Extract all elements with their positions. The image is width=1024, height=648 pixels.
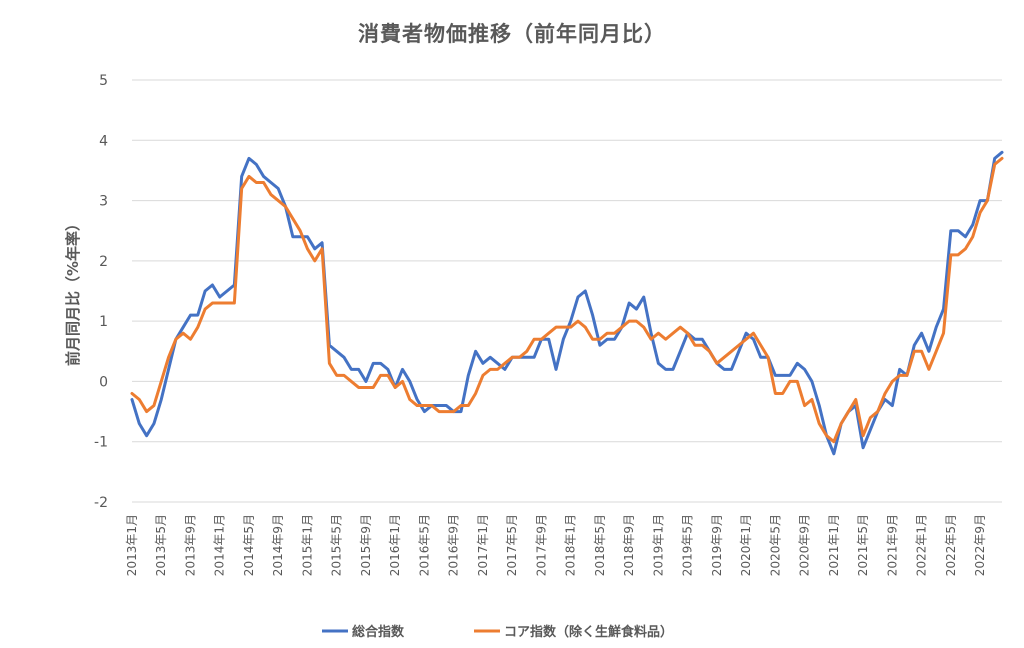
x-tick-label: 2017年1月 [476, 514, 490, 576]
legend-label: コア指数（除く生鮮食料品） [504, 624, 673, 640]
y-axis-label: 前月同月比（%年率） [64, 216, 82, 366]
legend-label: 総合指数 [352, 624, 405, 640]
series-line-core-index [130, 156, 1004, 444]
y-tick-label: 2 [99, 254, 108, 270]
x-tick-label: 2021年5月 [856, 514, 870, 576]
x-tick-label: 2022年9月 [973, 514, 987, 576]
x-axis-ticks: 2013年1月 2013年5月 2013年9月 2014年1月 2014年5月 2014年… [125, 514, 987, 576]
chart-title: 消費者物価推移（前年同月比） [358, 22, 666, 46]
series-line-total-index [130, 150, 1004, 456]
x-tick-label: 2015年9月 [359, 514, 373, 576]
x-tick-label: 2019年1月 [651, 514, 665, 576]
x-tick-label: 2018年9月 [622, 514, 636, 576]
x-tick-label: 2015年5月 [330, 514, 344, 576]
y-tick-label: -2 [94, 495, 108, 511]
x-tick-label: 2018年1月 [564, 514, 578, 576]
y-axis-ticks: 5 4 3 2 1 0 -1 -2 [94, 73, 108, 511]
x-tick-label: 2021年9月 [885, 514, 899, 576]
x-tick-label: 2020年5月 [768, 514, 782, 576]
x-tick-label: 2016年1月 [388, 514, 402, 576]
x-tick-label: 2016年5月 [417, 514, 431, 576]
x-tick-label: 2020年9月 [798, 514, 812, 576]
y-tick-label: -1 [94, 435, 108, 451]
x-tick-label: 2022年5月 [944, 514, 958, 576]
y-tick-label: 1 [99, 314, 108, 330]
x-tick-label: 2020年1月 [739, 514, 753, 576]
y-tick-label: 4 [99, 133, 108, 149]
y-tick-label: 3 [99, 194, 108, 210]
x-tick-label: 2014年1月 [213, 514, 227, 576]
x-tick-label: 2014年9月 [271, 514, 285, 576]
x-tick-label: 2017年5月 [505, 514, 519, 576]
series-lines [130, 150, 1004, 456]
x-tick-label: 2013年9月 [183, 514, 197, 576]
x-tick-label: 2017年9月 [534, 514, 548, 576]
legend: 総合指数 コア指数（除く生鮮食料品） [322, 624, 673, 640]
x-tick-label: 2019年9月 [710, 514, 724, 576]
gridlines [132, 79, 1002, 503]
x-tick-label: 2013年1月 [125, 514, 139, 576]
y-tick-label: 5 [99, 73, 108, 89]
x-tick-label: 2021年1月 [827, 514, 841, 576]
x-tick-label: 2022年1月 [915, 514, 929, 576]
x-tick-label: 2013年5月 [154, 514, 168, 576]
x-tick-label: 2016年9月 [447, 514, 461, 576]
y-tick-label: 0 [99, 374, 108, 390]
x-tick-label: 2018年5月 [593, 514, 607, 576]
x-tick-label: 2014年5月 [242, 514, 256, 576]
x-tick-label: 2015年1月 [300, 514, 314, 576]
x-tick-label: 2019年5月 [681, 514, 695, 576]
